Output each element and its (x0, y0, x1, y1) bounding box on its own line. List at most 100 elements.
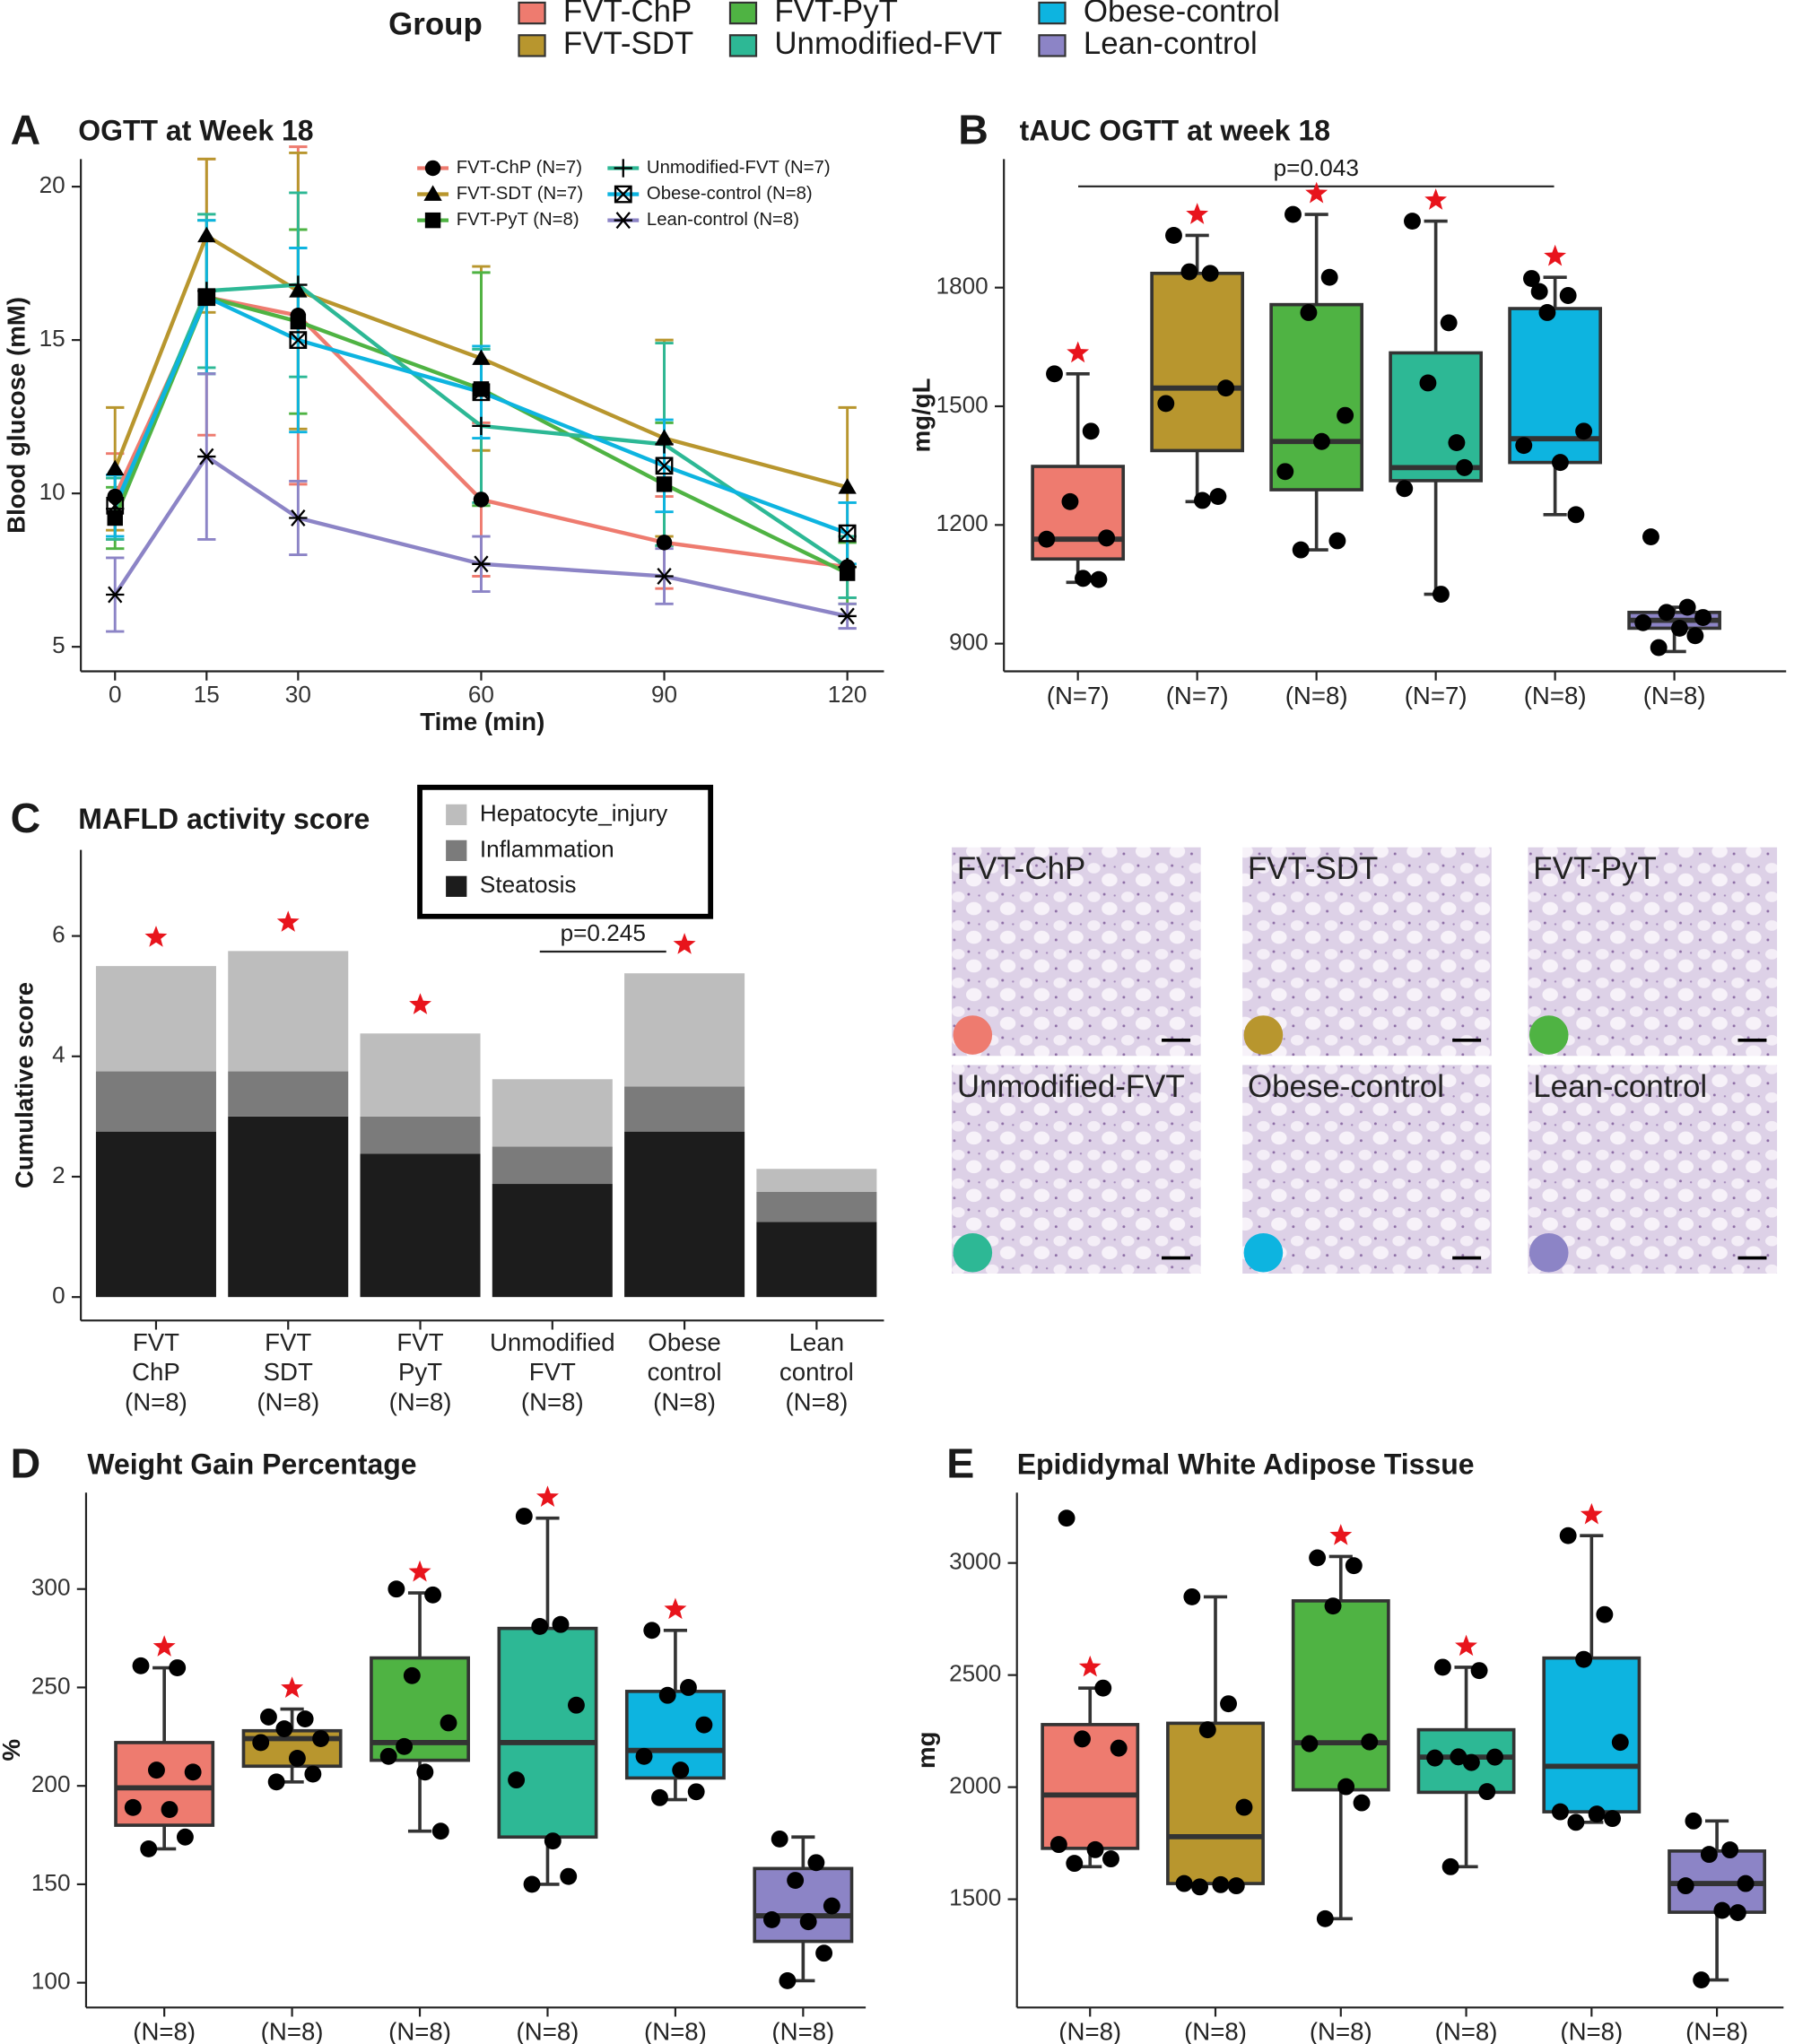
marker (838, 524, 857, 543)
data-point (1046, 365, 1063, 383)
data-point (1486, 1748, 1503, 1766)
data-point (288, 1750, 306, 1767)
legend-marker (614, 185, 632, 204)
y-tick-label: 1200 (936, 509, 988, 536)
x-tick-label: (N=8) (1435, 2018, 1498, 2044)
data-point (1515, 437, 1533, 455)
micrograph (1242, 1065, 1492, 1274)
legend-label: Obese-control (1084, 0, 1280, 29)
micrograph (1528, 1065, 1778, 1274)
marker-shape (106, 496, 125, 515)
x-tick-label: (N=8) (1184, 2018, 1247, 2044)
x-tick-label: (N=8) (125, 1388, 187, 1416)
data-point (1551, 454, 1569, 472)
data-point (169, 1659, 187, 1676)
marker-shape (473, 491, 490, 508)
data-point (1596, 1605, 1614, 1623)
x-tick-label: (N=7) (1166, 682, 1229, 709)
data-point (1227, 1877, 1245, 1895)
group-dot (1243, 1232, 1284, 1273)
data-point (403, 1666, 421, 1684)
y-tick-label: 200 (31, 1770, 71, 1797)
data-point (787, 1872, 805, 1889)
significance-star (1455, 1634, 1477, 1657)
data-point (1440, 314, 1458, 332)
data-point (1049, 1836, 1067, 1854)
data-point (1353, 1794, 1371, 1812)
data-point (515, 1508, 533, 1525)
x-tick-label: Lean (789, 1328, 844, 1356)
data-point (1456, 458, 1474, 476)
y-tick-label: 0 (52, 1282, 65, 1309)
marker-shape (289, 331, 307, 349)
data-point (1538, 304, 1556, 321)
box (1150, 271, 1245, 453)
legend-label: FVT-SDT (N=7) (457, 184, 583, 204)
bar-segment (95, 1071, 216, 1132)
y-tick-label: 20 (39, 171, 65, 198)
data-point (560, 1867, 578, 1885)
data-point (1530, 283, 1548, 300)
data-point (416, 1763, 434, 1781)
legend-label: FVT-ChP (563, 0, 692, 29)
data-point (267, 1773, 285, 1791)
legend-label: FVT-PyT (N=8) (457, 210, 579, 230)
data-point (440, 1714, 457, 1732)
data-point (1316, 1909, 1334, 1927)
x-tick-label: FVT (529, 1358, 576, 1386)
marker (289, 331, 308, 350)
data-point (1575, 1650, 1593, 1668)
y-tick-label: 3000 (949, 1548, 1001, 1575)
data-point (1575, 422, 1593, 440)
data-point (1191, 1878, 1209, 1896)
data-point (651, 1788, 668, 1806)
data-point (1324, 1597, 1342, 1615)
group-dot (953, 1232, 993, 1273)
data-point (1090, 570, 1108, 588)
data-point (1201, 265, 1219, 283)
legend-swatch (518, 34, 546, 57)
series-line (113, 454, 849, 619)
data-point (1551, 1803, 1569, 1821)
data-point (1650, 639, 1668, 657)
data-point (1198, 1721, 1216, 1739)
group-dot (953, 1015, 993, 1055)
legend-marker (614, 212, 632, 230)
data-point (1426, 1749, 1444, 1767)
x-tick-label: (N=8) (1285, 682, 1348, 709)
y-axis-label: Cumulative score (10, 982, 38, 1188)
marker (290, 313, 307, 330)
data-point (1220, 1695, 1237, 1713)
data-point (1194, 491, 1211, 509)
marker (838, 607, 857, 625)
marker-shape (106, 497, 124, 515)
x-tick-label: (N=8) (785, 1388, 848, 1416)
data-point (1102, 1850, 1119, 1868)
data-point (1559, 1526, 1577, 1544)
bar-segment (95, 1131, 216, 1298)
data-point (1604, 1810, 1622, 1828)
marker (289, 275, 308, 294)
data-point (132, 1657, 150, 1674)
marker-shape (656, 476, 673, 492)
marker-shape (472, 383, 491, 402)
data-point (771, 1830, 788, 1848)
data-point (1075, 570, 1092, 587)
data-point (1157, 395, 1175, 413)
legend-swatch (728, 34, 758, 57)
p-value: p=0.245 (561, 919, 646, 946)
bar-segment (756, 1169, 877, 1192)
marker (424, 212, 441, 229)
y-tick-label: 150 (31, 1869, 71, 1896)
x-tick-label: 90 (651, 681, 677, 708)
data-point (1074, 1730, 1091, 1748)
significance-star (152, 1635, 176, 1657)
y-tick-label: 4 (52, 1041, 65, 1068)
significance-star (408, 1560, 431, 1582)
data-point (508, 1771, 526, 1789)
legend-label: Lean-control (1084, 26, 1258, 61)
x-tick-label: 60 (468, 681, 494, 708)
data-point (1404, 213, 1421, 230)
marker (614, 212, 632, 230)
data-point (1441, 1857, 1459, 1875)
